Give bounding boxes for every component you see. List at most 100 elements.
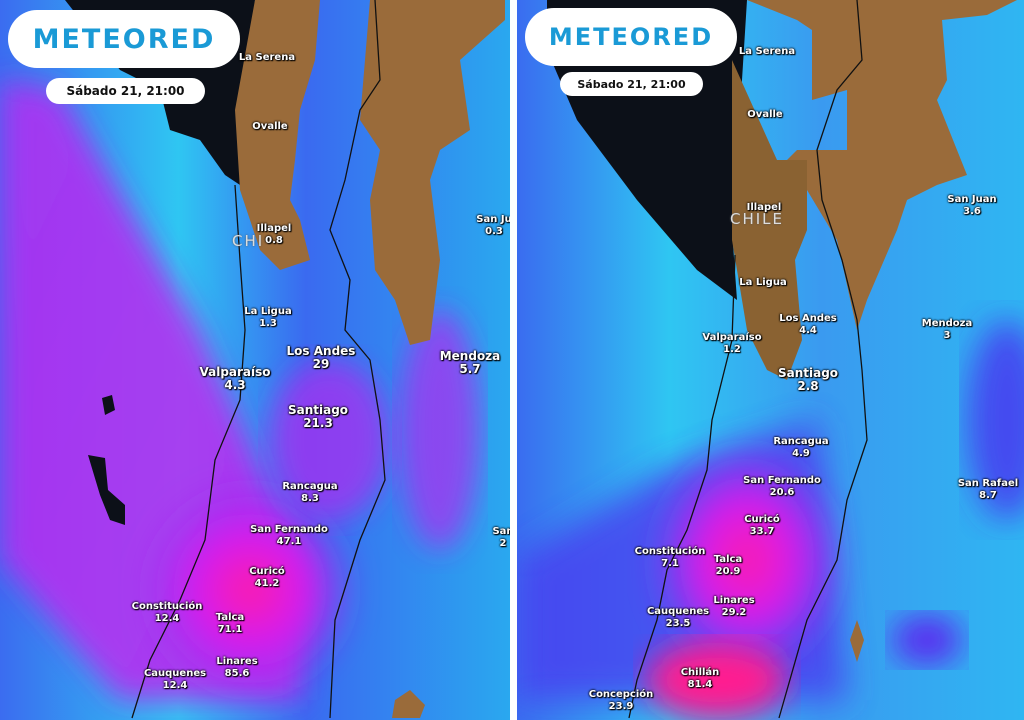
city-label[interactable]: San Rafael 8.7 <box>958 478 1018 502</box>
city-name: Valparaíso <box>702 332 762 343</box>
city-name: Chillán <box>680 667 720 678</box>
city-name: San Fernando <box>250 524 328 535</box>
city-name: Illapel <box>256 223 292 234</box>
city-name: Concepción <box>588 689 654 700</box>
city-name: San Rafael <box>957 478 1019 489</box>
city-name: Ovalle <box>252 121 288 132</box>
precipitation-value: 0.3 <box>485 226 503 237</box>
city-label[interactable]: Ovalle <box>252 121 287 133</box>
precipitation-value: 33.7 <box>749 526 775 537</box>
city-label[interactable]: Los Andes 29 <box>287 345 356 371</box>
city-name: Talca <box>215 612 245 623</box>
precipitation-value: 71.1 <box>217 624 243 635</box>
precipitation-value: 29.2 <box>721 607 747 618</box>
precipitation-value: 4.9 <box>792 448 810 459</box>
city-label[interactable]: Cauquenes 12.4 <box>144 668 206 692</box>
city-name: Ovalle <box>747 109 783 120</box>
city-label[interactable]: Santiago 2.8 <box>778 367 838 393</box>
city-name: Rancagua <box>773 436 829 447</box>
precipitation-value: 12.4 <box>162 680 188 691</box>
precipitation-value: 5.7 <box>459 362 481 376</box>
precipitation-value: 47.1 <box>276 536 302 547</box>
city-name: Mendoza <box>921 318 973 329</box>
city-label[interactable]: Rancagua 4.9 <box>773 436 828 460</box>
precipitation-map-right[interactable]: METEORED Sábado 21, 21:00 CHILE La Seren… <box>517 0 1024 720</box>
city-label[interactable]: Linares 29.2 <box>713 595 754 619</box>
city-name: Cauquenes <box>646 606 710 617</box>
city-name: Mendoza <box>439 349 501 363</box>
city-name: Los Andes <box>779 313 837 324</box>
city-label[interactable]: La Serena <box>239 52 295 64</box>
precipitation-value: 1.3 <box>259 318 277 329</box>
city-label[interactable]: Valparaíso 1.2 <box>702 332 761 356</box>
city-label[interactable]: Curicó 41.2 <box>249 566 285 590</box>
city-label[interactable]: Illapel 0.8 <box>257 223 292 247</box>
city-name: Talca <box>713 554 743 565</box>
city-name: Constitución <box>131 601 203 612</box>
city-label[interactable]: Curicó 33.7 <box>744 514 780 538</box>
country-label: CHI <box>232 232 265 250</box>
city-name: Linares <box>713 595 755 606</box>
precipitation-value: 23.5 <box>665 618 691 629</box>
city-label[interactable]: Los Andes 4.4 <box>779 313 836 337</box>
city-label[interactable]: San Juan 3.6 <box>947 194 996 218</box>
city-name: Los Andes <box>286 344 356 358</box>
city-label[interactable]: San Fernando 20.6 <box>743 475 821 499</box>
city-label[interactable]: Chillán 81.4 <box>681 667 720 691</box>
precipitation-value: 8.3 <box>301 493 319 504</box>
city-label[interactable]: Cauquenes 23.5 <box>647 606 709 630</box>
meteored-logo: METEORED <box>8 10 240 68</box>
city-name: Linares <box>216 656 258 667</box>
precipitation-value: 0.8 <box>265 235 283 246</box>
city-name: Curicó <box>744 514 780 525</box>
city-label[interactable]: Mendoza 5.7 <box>440 350 501 376</box>
precipitation-value: 29 <box>312 357 330 371</box>
city-label[interactable]: La Serena <box>739 46 795 58</box>
map-canvas-left <box>0 0 510 720</box>
city-name: Constitución <box>634 546 706 557</box>
city-label[interactable]: San Fernando 47.1 <box>250 524 328 548</box>
city-label[interactable]: Ovalle <box>747 109 782 121</box>
city-label[interactable]: Talca 20.9 <box>714 554 742 578</box>
precipitation-value: 3.6 <box>963 206 981 217</box>
precipitation-value: 23.9 <box>608 701 634 712</box>
city-name: La Serena <box>238 52 296 63</box>
city-label[interactable]: Rancagua 8.3 <box>282 481 337 505</box>
forecast-datetime: Sábado 21, 21:00 <box>560 72 703 96</box>
city-name: San Ju <box>476 214 510 225</box>
map-canvas-right <box>517 0 1024 720</box>
precipitation-value: 41.2 <box>254 578 280 589</box>
city-label[interactable]: La Ligua 1.3 <box>244 306 291 330</box>
city-label[interactable]: La Ligua <box>739 277 786 289</box>
city-label[interactable]: Constitución 7.1 <box>635 546 706 570</box>
precipitation-value: 85.6 <box>224 668 250 679</box>
precipitation-value: 4.3 <box>224 378 246 392</box>
precipitation-value: 20.6 <box>769 487 795 498</box>
city-label[interactable]: Talca 71.1 <box>216 612 244 636</box>
city-label[interactable]: Illapel <box>747 202 782 214</box>
forecast-datetime: Sábado 21, 21:00 <box>46 78 205 104</box>
city-name: Santiago <box>777 366 839 380</box>
city-label[interactable]: Concepción 23.9 <box>589 689 654 713</box>
city-label[interactable]: San 2 <box>492 526 510 550</box>
city-label[interactable]: Valparaíso 4.3 <box>199 366 270 392</box>
precipitation-map-left[interactable]: METEORED Sábado 21, 21:00 CHI La Serena O… <box>0 0 510 720</box>
city-name: La Ligua <box>739 277 787 288</box>
city-label[interactable]: San Ju 0.3 <box>476 214 510 238</box>
city-label[interactable]: Santiago 21.3 <box>288 404 348 430</box>
city-label[interactable]: Mendoza 3 <box>922 318 972 342</box>
precipitation-value: 20.9 <box>715 566 741 577</box>
precipitation-value: 21.3 <box>303 416 333 430</box>
city-name: La Serena <box>738 46 796 57</box>
meteored-logo: METEORED <box>525 8 737 66</box>
precipitation-value: 12.4 <box>154 613 180 624</box>
precipitation-value: 2 <box>499 538 507 549</box>
city-name: San Juan <box>947 194 997 205</box>
city-name: Curicó <box>249 566 285 577</box>
precipitation-value: 2.8 <box>797 379 819 393</box>
precipitation-value: 1.2 <box>723 344 741 355</box>
precipitation-value: 8.7 <box>979 490 997 501</box>
city-name: San <box>492 526 510 537</box>
city-label[interactable]: Linares 85.6 <box>216 656 257 680</box>
city-label[interactable]: Constitución 12.4 <box>132 601 203 625</box>
